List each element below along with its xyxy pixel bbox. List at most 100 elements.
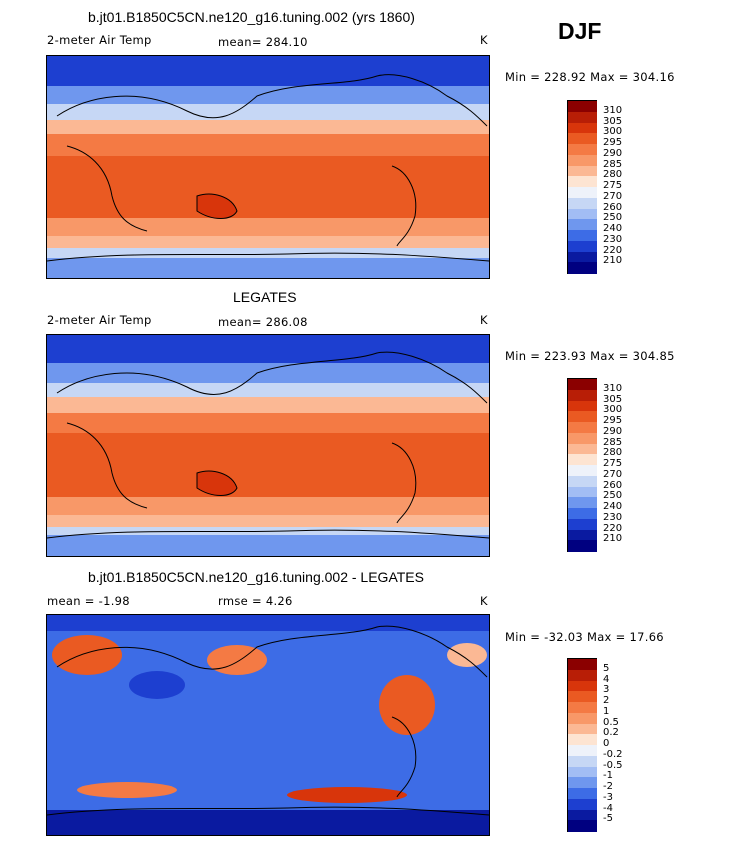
panel-1-units: K: [480, 33, 488, 47]
colorbar-swatch: [568, 251, 597, 263]
colorbar-tick-label: 300: [603, 126, 623, 138]
colorbar-tick-label: 290: [603, 425, 623, 437]
colorbar-swatch: [568, 734, 597, 746]
colorbar-tick-label: 240: [603, 501, 623, 512]
colorbar-tick-label: 220: [603, 244, 623, 256]
colorbar-swatch: [568, 475, 597, 487]
colorbar-swatch: [568, 208, 597, 220]
panel-2-variable: 2-meter Air Temp: [47, 313, 152, 327]
colorbar-tick-label: 220: [603, 522, 623, 534]
colorbar-swatch: [568, 820, 597, 832]
colorbar-swatch: [568, 154, 597, 166]
colorbar-tick-label: 270: [603, 468, 623, 480]
colorbar-swatch: [568, 712, 597, 724]
colorbar-swatch: [568, 422, 597, 434]
panel-3-colorbar: [567, 658, 597, 832]
colorbar-tick-label: 260: [603, 479, 623, 491]
colorbar-swatch: [568, 508, 597, 520]
colorbar-swatch: [568, 702, 597, 714]
season-label: DJF: [558, 18, 602, 44]
colorbar-swatch: [568, 165, 597, 177]
colorbar-tick-label: 310: [603, 382, 623, 394]
colorbar-tick-label: 0.5: [603, 716, 619, 728]
colorbar-swatch: [568, 144, 597, 156]
colorbar-swatch: [568, 432, 597, 444]
colorbar-tick-label: 210: [603, 533, 623, 545]
colorbar-tick-label: 250: [603, 212, 623, 224]
colorbar-tick-label: 0.2: [603, 727, 619, 739]
panel-1-map: [46, 55, 490, 279]
colorbar-swatch: [568, 411, 597, 423]
colorbar-swatch: [568, 777, 597, 789]
panel-1-title: b.jt01.B1850C5CN.ne120_g16.tuning.002 (y…: [88, 9, 415, 25]
colorbar-tick-label: 250: [603, 490, 623, 502]
colorbar-swatch: [568, 219, 597, 231]
colorbar-tick-label: 2: [603, 695, 610, 706]
colorbar-swatch: [568, 540, 597, 552]
colorbar-tick-label: 230: [603, 511, 623, 523]
colorbar-swatch: [568, 745, 597, 757]
colorbar-tick-label: 240: [603, 223, 623, 234]
colorbar-swatch: [568, 111, 597, 123]
colorbar-swatch: [568, 691, 597, 703]
colorbar-tick-label: 280: [603, 447, 623, 459]
colorbar-tick-label: 260: [603, 201, 623, 213]
colorbar-tick-label: 295: [603, 415, 623, 426]
colorbar-tick-label: 4: [603, 673, 610, 685]
colorbar-tick-label: 230: [603, 233, 623, 245]
panel-2-colorbar-labels: 310 305 300 295 290 285 280 275 270 260 250 240 230 2…: [567, 378, 647, 552]
colorbar-tick-label: 275: [603, 458, 623, 469]
colorbar-swatch: [568, 669, 597, 681]
colorbar-swatch: [568, 133, 597, 145]
panel-2-colorbar: [567, 378, 597, 552]
panel-1-colorbar-labels: 310 305 300 295 290 285 280 275 270 260 250 240 230 2…: [567, 100, 647, 274]
colorbar-swatch: [568, 659, 597, 671]
colorbar-tick-label: 210: [603, 255, 623, 267]
panel-2-mean: mean= 286.08: [218, 315, 308, 329]
colorbar-swatch: [568, 197, 597, 209]
colorbar-tick-label: 290: [603, 147, 623, 159]
colorbar-tick-label: -0.2: [603, 748, 623, 760]
colorbar-swatch: [568, 486, 597, 498]
colorbar-tick-label: 275: [603, 180, 623, 191]
colorbar-swatch: [568, 400, 597, 412]
panel-3-map: [46, 614, 490, 836]
colorbar-swatch: [568, 809, 597, 821]
colorbar-tick-label: 295: [603, 137, 623, 148]
colorbar-swatch: [568, 122, 597, 134]
panel-3-rmse: rmse = 4.26: [218, 594, 293, 608]
colorbar-swatch: [568, 240, 597, 252]
colorbar-swatch: [568, 101, 597, 113]
colorbar-swatch: [568, 680, 597, 692]
colorbar-tick-label: 285: [603, 158, 623, 170]
colorbar-tick-label: 310: [603, 104, 623, 116]
colorbar-tick-label: -4: [603, 802, 613, 814]
panel-3-minmax: Min = -32.03 Max = 17.66: [505, 630, 664, 644]
colorbar-swatch: [568, 723, 597, 735]
panel-2-minmax: Min = 223.93 Max = 304.85: [505, 349, 675, 363]
colorbar-swatch: [568, 798, 597, 810]
panel-2-map: [46, 334, 490, 557]
colorbar-tick-label: 270: [603, 190, 623, 202]
colorbar-tick-label: 300: [603, 404, 623, 416]
colorbar-swatch: [568, 379, 597, 391]
colorbar-tick-label: 0: [603, 738, 610, 749]
colorbar-swatch: [568, 766, 597, 778]
colorbar-swatch: [568, 497, 597, 509]
colorbar-swatch: [568, 454, 597, 466]
colorbar-tick-label: 305: [603, 115, 623, 127]
colorbar-swatch: [568, 529, 597, 541]
colorbar-swatch: [568, 518, 597, 530]
panel-3-units: K: [480, 594, 488, 608]
colorbar-tick-label: 1: [603, 705, 610, 717]
colorbar-tick-label: -2: [603, 781, 613, 792]
panel-2-title: LEGATES: [233, 289, 297, 305]
panel-1-mean: mean= 284.10: [218, 35, 308, 49]
colorbar-tick-label: 305: [603, 393, 623, 405]
panel-1-variable: 2-meter Air Temp: [47, 33, 152, 47]
colorbar-swatch: [568, 230, 597, 242]
colorbar-tick-label: 3: [603, 684, 610, 696]
colorbar-tick-label: -3: [603, 791, 613, 803]
colorbar-tick-label: -5: [603, 813, 613, 825]
colorbar-tick-label: 280: [603, 169, 623, 181]
